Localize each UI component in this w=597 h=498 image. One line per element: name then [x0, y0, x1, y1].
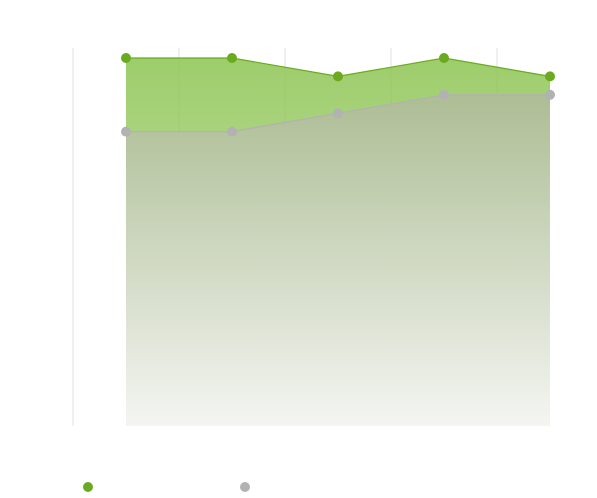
series-2-point-5[interactable]: [545, 89, 555, 100]
series-2-area: [126, 94, 550, 427]
series-2-point-3[interactable]: [333, 108, 343, 119]
series-1-point-4[interactable]: [439, 53, 449, 63]
series-2-point-1[interactable]: [121, 126, 131, 137]
series-areas: [126, 58, 550, 427]
legend: [83, 482, 250, 492]
series-points: [121, 53, 555, 137]
series-1-point-2[interactable]: [227, 53, 237, 63]
legend-marker-2[interactable]: [240, 482, 250, 492]
legend-marker-1[interactable]: [83, 482, 93, 492]
series-1-point-3[interactable]: [333, 71, 343, 82]
series-2-point-4[interactable]: [439, 89, 449, 100]
series-2-point-2[interactable]: [227, 126, 237, 137]
series-1-point-5[interactable]: [545, 71, 555, 82]
series-1-point-1[interactable]: [121, 53, 131, 63]
